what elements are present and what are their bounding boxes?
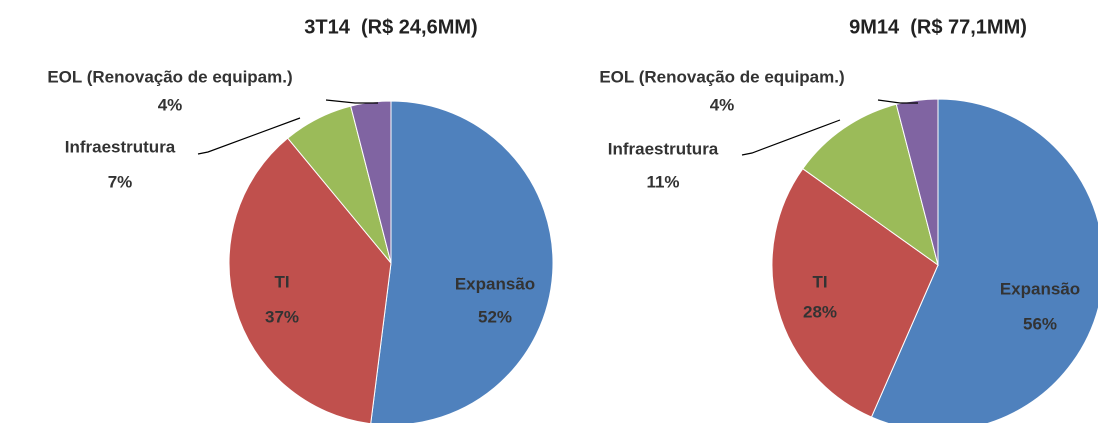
- pie-slice: [370, 100, 554, 423]
- slice-value-label: 7%: [108, 172, 133, 191]
- slice-value-label: 56%: [1023, 314, 1057, 333]
- leader-line: [197, 117, 301, 155]
- slice-value-label: 11%: [646, 172, 679, 191]
- slice-value-label: 4%: [710, 95, 735, 114]
- chart-title: 9M14 (R$ 77,1MM): [849, 16, 1027, 38]
- slice-category-label: TI: [274, 272, 289, 291]
- pie-slice: [895, 98, 939, 266]
- slice-category-label: Expansão: [1000, 279, 1080, 298]
- slice-category-label: TI: [812, 272, 827, 291]
- slice-category-label: EOL (Renovação de equipam.): [47, 67, 292, 86]
- pie-slice: [802, 103, 939, 267]
- slice-category-label: Infraestrutura: [65, 137, 176, 156]
- chart-title: 3T14 (R$ 24,6MM): [304, 16, 477, 38]
- pie-slice: [350, 100, 392, 264]
- leader-line: [741, 119, 841, 156]
- pie-slice: [228, 137, 392, 423]
- pie-slice: [771, 168, 939, 418]
- slice-value-label: 52%: [478, 307, 512, 326]
- slice-category-label: Expansão: [455, 274, 535, 293]
- pie-slice: [870, 98, 1098, 423]
- leader-line: [325, 99, 378, 104]
- slice-value-label: 37%: [265, 307, 299, 326]
- leader-line: [877, 99, 918, 104]
- slice-category-label: EOL (Renovação de equipam.): [599, 67, 844, 86]
- slice-value-label: 4%: [158, 95, 183, 114]
- slice-category-label: Infraestrutura: [608, 139, 719, 158]
- slice-value-label: 28%: [803, 302, 837, 321]
